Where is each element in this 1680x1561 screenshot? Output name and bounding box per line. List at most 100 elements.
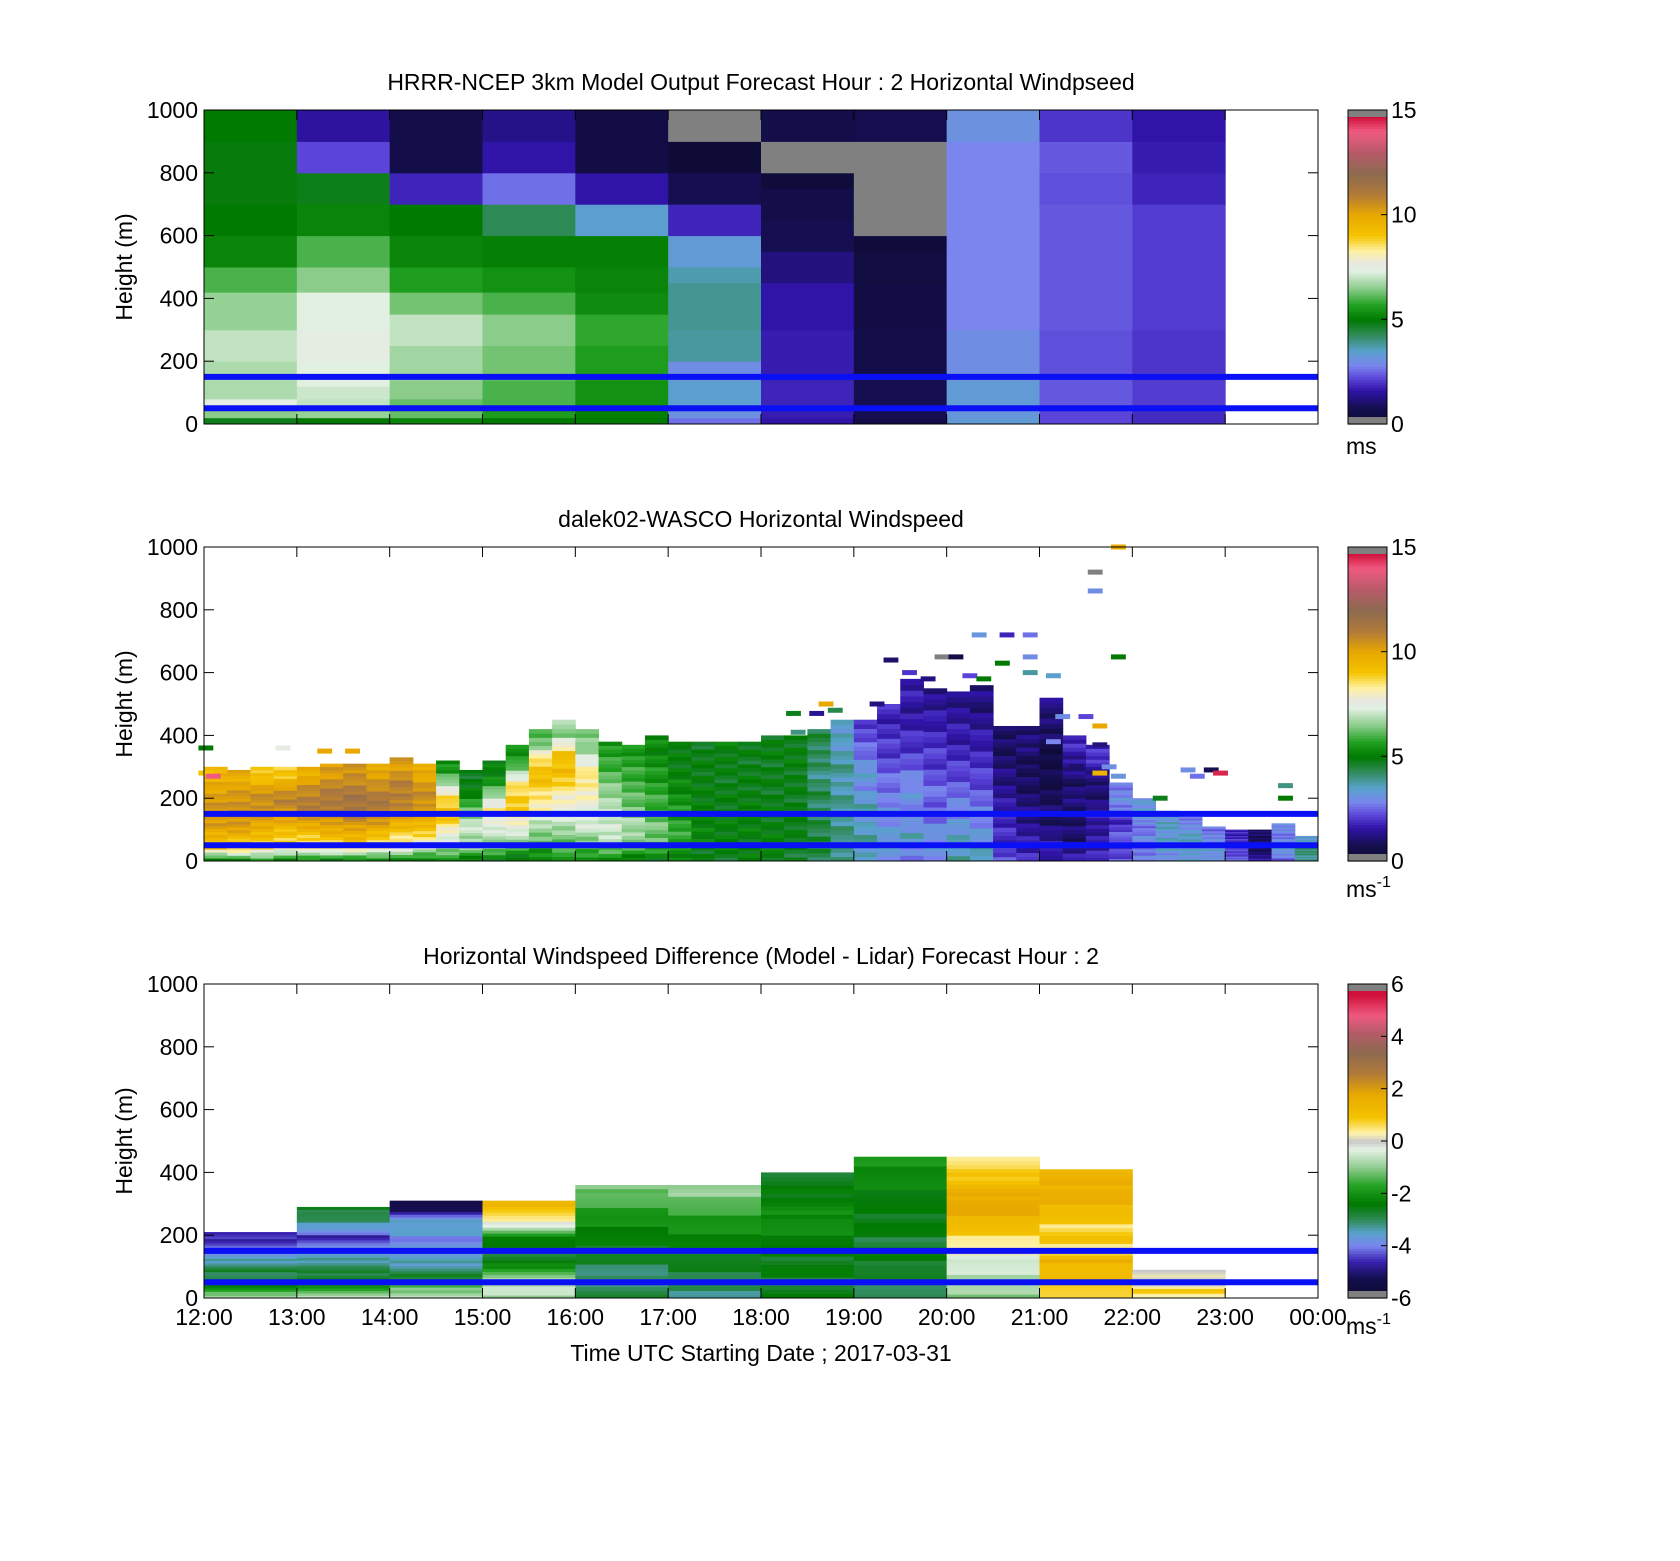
heatmap-cell <box>714 786 739 791</box>
heatmap-cell <box>482 839 507 843</box>
heatmap-cell <box>714 801 739 806</box>
colorbar-swatch <box>1348 1232 1387 1236</box>
colorbar-swatch <box>1348 1266 1387 1270</box>
heatmap-cell <box>459 855 483 859</box>
colorbar-swatch <box>1348 842 1387 846</box>
heatmap-cell <box>691 823 716 828</box>
heatmap-cell <box>1201 839 1226 841</box>
heatmap-cell <box>853 799 878 805</box>
heatmap-cell <box>1248 830 1273 833</box>
heatmap-cell <box>482 1295 576 1299</box>
heatmap-cell <box>668 1230 762 1235</box>
colorbar-swatch <box>1348 1253 1387 1257</box>
heatmap-cell <box>1155 839 1180 842</box>
heatmap-cell <box>389 417 483 425</box>
colorbar-swatch <box>1348 567 1387 572</box>
heatmap-cell <box>807 762 832 767</box>
heatmap-cell <box>1016 730 1040 735</box>
heatmap-cell <box>993 742 1017 748</box>
heatmap-cell <box>668 1267 762 1273</box>
panel-2: dalek02-WASCO Horizontal Windspeed020040… <box>111 506 1417 902</box>
colorbar-swatch <box>1348 345 1387 349</box>
heatmap-cell <box>853 728 878 734</box>
heatmap-cell <box>1109 797 1133 801</box>
heatmap-cell <box>1178 825 1203 828</box>
colorbar-swatch <box>1348 335 1387 339</box>
heatmap-cell <box>853 1189 948 1195</box>
colorbar-swatch <box>1348 633 1387 637</box>
colorbar-swatch <box>1348 384 1387 388</box>
colorbar-swatch <box>1348 615 1387 619</box>
heatmap-cell <box>761 1293 855 1299</box>
heatmap-cell <box>482 1236 576 1240</box>
heatmap-cell <box>668 110 762 142</box>
heatmap-cell <box>575 1260 669 1265</box>
heatmap-cell <box>1155 854 1180 857</box>
heatmap-cell <box>784 739 808 744</box>
heatmap-cell <box>505 781 530 786</box>
colorbar-swatch <box>1348 1206 1387 1210</box>
heatmap-cell <box>320 836 344 841</box>
heatmap-cell <box>993 827 1017 832</box>
heatmap-cell <box>389 770 414 775</box>
heatmap-cell <box>482 826 507 831</box>
heatmap-cell <box>853 816 878 822</box>
heatmap-cell <box>204 831 228 836</box>
colorbar-swatch <box>1348 1243 1387 1247</box>
heatmap-cell <box>575 848 600 854</box>
heatmap-cell <box>575 733 600 738</box>
colorbar-swatch <box>1348 751 1387 755</box>
heatmap-cell <box>296 1229 391 1233</box>
heatmap-cell <box>737 767 762 773</box>
heatmap-cell <box>853 235 948 252</box>
heatmap-cell <box>389 780 414 784</box>
heatmap-cell <box>737 831 762 836</box>
heatmap-cell <box>877 826 901 833</box>
heatmap-cell <box>946 781 971 788</box>
x-tick-label: 15:00 <box>454 1304 512 1330</box>
heatmap-cell <box>296 1290 391 1294</box>
heatmap-cell <box>1248 839 1273 841</box>
heatmap-cell <box>482 1239 576 1243</box>
colorbar-swatch <box>1348 790 1387 794</box>
heatmap-cell <box>528 749 553 755</box>
heatmap-cell <box>1109 787 1133 791</box>
heatmap-cell <box>668 827 692 832</box>
colorbar-swatch <box>1348 753 1387 757</box>
heatmap-cell <box>830 852 855 858</box>
heatmap-cell <box>830 834 855 840</box>
heatmap-cell <box>993 734 1017 740</box>
heatmap-cell <box>1178 828 1203 830</box>
heatmap-cell <box>482 791 507 796</box>
heatmap-cell <box>621 784 646 789</box>
heatmap-cell <box>528 770 553 775</box>
heatmap-cell <box>459 829 483 834</box>
colorbar-swatch <box>1348 1135 1387 1139</box>
colorbar-swatch <box>1348 1075 1387 1079</box>
colorbar-swatch <box>1348 120 1387 124</box>
heatmap-cell <box>1178 850 1203 852</box>
heatmap-cell <box>1109 853 1133 857</box>
heatmap-cell <box>946 1180 1040 1185</box>
heatmap-cell <box>668 1211 762 1216</box>
colorbar-unit-text: ms <box>1346 876 1377 902</box>
heatmap-cell <box>296 781 321 785</box>
heatmap-cell <box>1022 632 1038 638</box>
heatmap-cell <box>668 771 692 776</box>
colorbar-swatch <box>1348 1180 1387 1184</box>
heatmap-cell <box>714 823 739 828</box>
heatmap-cell <box>482 110 576 142</box>
heatmap-cell <box>1178 856 1203 859</box>
heatmap-cell <box>900 707 924 714</box>
heatmap-cell <box>436 798 460 802</box>
heatmap-cell <box>784 766 808 772</box>
heatmap-cell <box>993 738 1017 744</box>
heatmap-cell <box>830 741 855 747</box>
colorbar-swatch <box>1348 850 1387 854</box>
heatmap-cell <box>1039 1177 1133 1182</box>
heatmap-cell <box>900 764 924 771</box>
heatmap-cell <box>1201 840 1226 843</box>
heatmap-cell <box>993 848 1017 854</box>
heatmap-cell <box>389 141 483 174</box>
heatmap-cell <box>204 1269 298 1273</box>
